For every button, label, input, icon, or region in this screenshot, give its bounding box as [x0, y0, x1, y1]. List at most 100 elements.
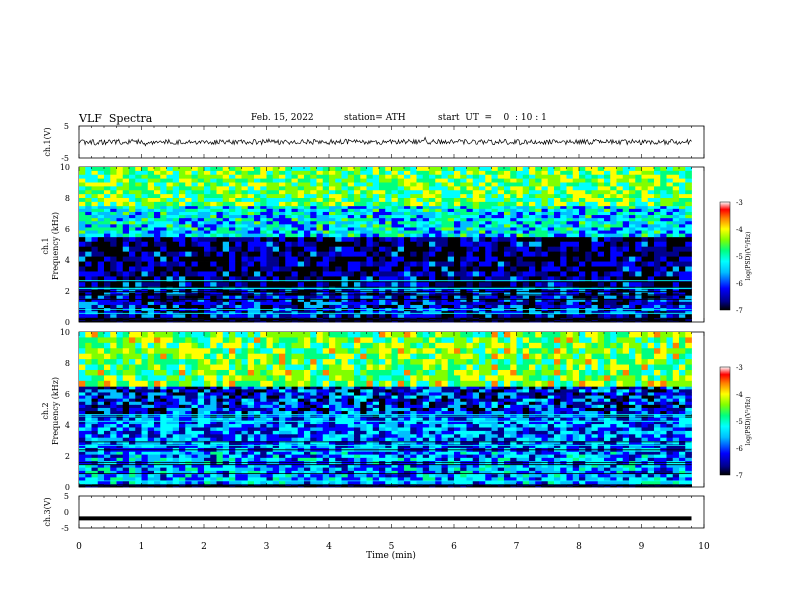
- ch1-spectrogram-cell: [385, 198, 392, 203]
- ch1-spectrogram-cell: [516, 320, 524, 321]
- ch1-spectrogram-cell: [79, 211, 86, 216]
- ch1-spectrogram-cell: [310, 318, 317, 320]
- ch1-spectrogram-cell: [554, 174, 561, 180]
- ch1-spectrogram-cell: [172, 236, 180, 243]
- ch1-spectrogram-cell: [91, 304, 99, 309]
- ch1-spectrogram-cell: [416, 319, 424, 321]
- ch1-spectrogram-cell: [566, 256, 574, 262]
- ch1-spectrogram-cell: [285, 298, 292, 303]
- ch1-spectrogram-cell: [366, 182, 374, 187]
- ch1-spectrogram-cell: [147, 233, 155, 238]
- ch1-spectrogram-cell: [429, 201, 436, 207]
- ch1-spectrogram-cell: [641, 298, 649, 303]
- ch1-spectrogram-cell: [291, 230, 299, 235]
- ch1-spectrogram-cell: [147, 236, 155, 243]
- ch1-spectrogram-cell: [641, 211, 649, 216]
- ch1-spectrogram-cell: [672, 251, 680, 257]
- ch1-spectrogram-cell: [685, 271, 692, 277]
- ch1-spectrogram-cell: [185, 186, 192, 191]
- ch1-spectrogram-cell: [366, 227, 374, 231]
- ch1-spectrogram-cell: [241, 321, 249, 323]
- ch1-spectrogram-cell: [391, 224, 399, 228]
- ch1-spectrogram-cell: [672, 261, 680, 267]
- ch1-spectrogram-cell: [385, 317, 392, 319]
- ch1-spectrogram-cell: [366, 186, 374, 191]
- ch1-spectrogram-cell: [154, 271, 161, 277]
- ch1-spectrogram-cell: [354, 292, 361, 297]
- ch1-spectrogram-cell: [547, 178, 555, 183]
- ch1-spectrogram-cell: [660, 198, 667, 203]
- ch1-spectrogram-cell: [616, 167, 624, 172]
- ch1-spectrogram-cell: [654, 276, 661, 282]
- ch1-spectrogram-cell: [160, 320, 167, 322]
- ch1-spectrogram-cell: [297, 190, 305, 195]
- ch1-spectrogram-cell: [554, 266, 561, 272]
- ch1-spectrogram-cell: [654, 320, 661, 322]
- ch1-spectrogram-cell: [291, 314, 299, 318]
- ch1-spectrogram-cell: [279, 246, 286, 253]
- ch1-spectrogram-cell: [660, 321, 667, 322]
- ch1-spectrogram-cell: [229, 298, 236, 303]
- ch1-spectrogram-cell: [341, 211, 349, 216]
- ch1-spectrogram-cell: [279, 281, 286, 287]
- ch1-spectrogram-cell: [522, 317, 530, 319]
- ch1-spectrogram-cell: [491, 318, 499, 320]
- ch1-spectrogram-cell: [560, 318, 567, 320]
- ch1-spectrogram-cell: [647, 194, 655, 199]
- ch1-spectrogram-cell: [604, 317, 611, 319]
- ch1-spectrogram-cell: [504, 198, 511, 203]
- ch1-spectrogram-cell: [166, 246, 174, 253]
- ch1-spectrogram-cell: [635, 170, 642, 176]
- ch1-spectrogram-cell: [447, 319, 455, 321]
- ch1-spectrogram-cell: [260, 230, 267, 235]
- ch1-spectrogram-cell: [554, 292, 561, 297]
- ch1-spectrogram-cell: [116, 304, 124, 309]
- ch1-spectrogram-cell: [554, 194, 561, 199]
- ch1-spectrogram-cell: [435, 301, 442, 306]
- ch1-spectrogram-cell: [304, 174, 311, 180]
- ch1-spectrogram-cell: [291, 236, 299, 243]
- ch1-spectrogram-cell: [154, 174, 161, 180]
- ch1-spectrogram-cell: [266, 319, 274, 321]
- ch1-spectrogram-cell: [454, 208, 461, 213]
- ch1-spectrogram-cell: [322, 201, 330, 207]
- ch1-spectrogram-cell: [310, 190, 317, 195]
- ch1-spectrogram-cell: [229, 276, 236, 282]
- ch1-spectrogram-cell: [341, 295, 349, 300]
- ch1-spectrogram-cell: [291, 178, 299, 183]
- ch1-spectrogram-cell: [560, 227, 567, 231]
- ch1-spectrogram-cell: [604, 246, 611, 253]
- ch1-spectrogram-cell: [441, 205, 449, 210]
- ch1-spectrogram-cell: [497, 167, 505, 172]
- ch1-spectrogram-cell: [179, 251, 186, 257]
- ch1-spectrogram-cell: [429, 218, 436, 222]
- ch1-spectrogram-cell: [197, 224, 205, 228]
- ch1-spectrogram-cell: [485, 295, 492, 300]
- ch1-spectrogram-cell: [222, 178, 230, 183]
- ch1-spectrogram-cell: [335, 205, 342, 210]
- ch1-spectrogram-cell: [566, 174, 574, 180]
- ch1-spectrogram-cell: [391, 304, 399, 309]
- ch1-spectrogram-cell: [216, 167, 224, 172]
- ch1-spectrogram-cell: [379, 221, 386, 225]
- ch1-spectrogram-cell: [635, 198, 642, 203]
- ch1-spectrogram-cell: [529, 281, 536, 287]
- ch1-spectrogram-cell: [216, 174, 224, 180]
- ch1-spectrogram-cell: [397, 174, 405, 180]
- ch1-spectrogram-cell: [210, 276, 217, 282]
- ch1-spectrogram-cell: [304, 251, 311, 257]
- ch1-spectrogram-cell: [104, 198, 111, 203]
- ch1-spectrogram-cell: [479, 218, 486, 222]
- ch1-spectrogram-cell: [291, 298, 299, 303]
- ch1-spectrogram-cell: [472, 251, 480, 257]
- ch1-spectrogram-cell: [241, 298, 249, 303]
- ch1-spectrogram-cell: [391, 218, 399, 222]
- ch1-spectrogram-cell: [310, 182, 317, 187]
- ch1-spectrogram-cell: [297, 292, 305, 297]
- ch1-spectrogram-cell: [522, 321, 530, 322]
- ch1-spectrogram-cell: [616, 190, 624, 195]
- ch1-spectrogram-cell: [535, 318, 542, 320]
- ch1-spectrogram-cell: [466, 271, 474, 277]
- ch1-spectrogram-cell: [135, 211, 142, 216]
- ch1-spectrogram-cell: [416, 241, 424, 248]
